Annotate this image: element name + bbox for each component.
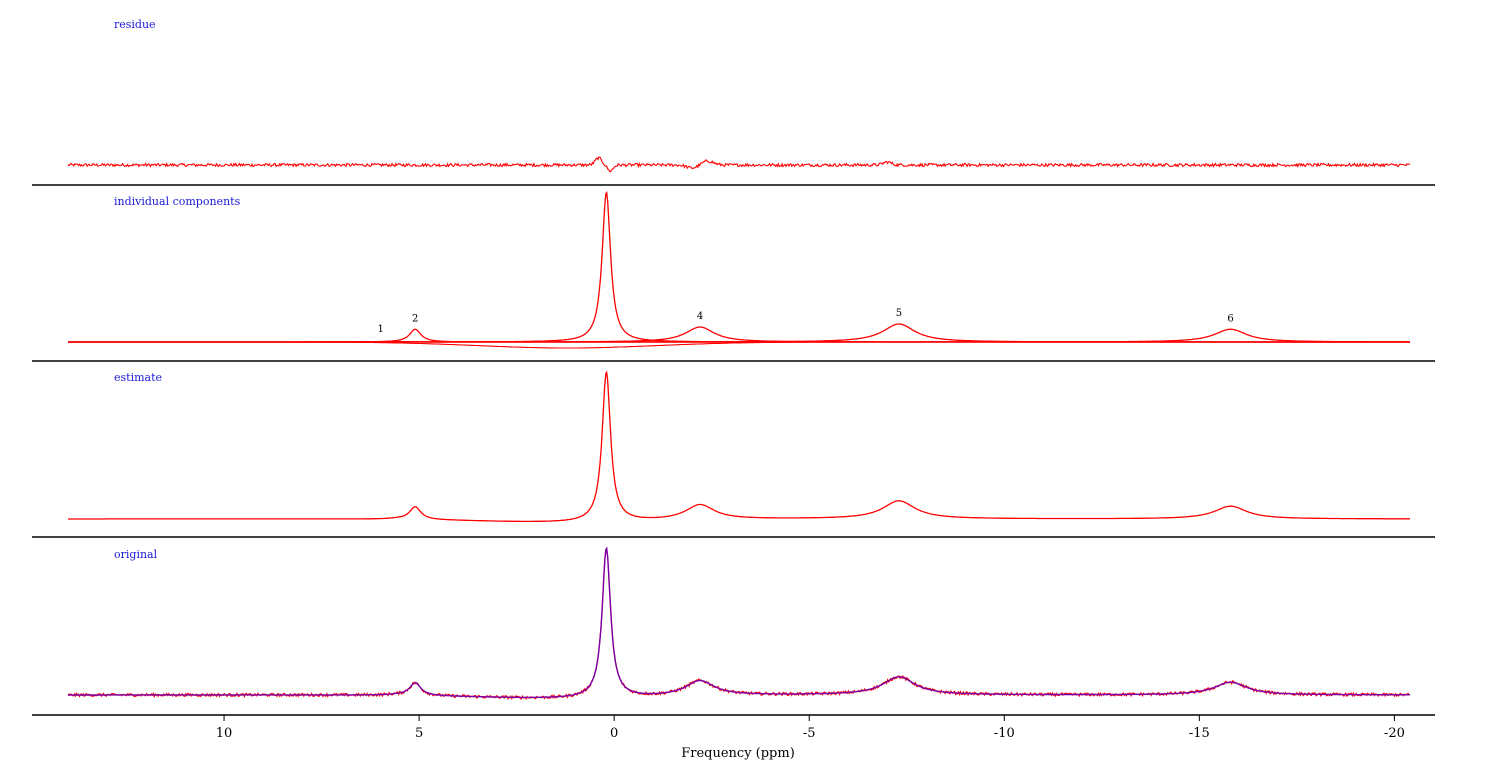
x-axis-ticks: 10 5 0 -5 -10 -15 -20 xyxy=(216,715,1405,741)
component-series-4 xyxy=(68,326,1410,343)
x-tick-label: -5 xyxy=(803,726,816,741)
x-tick-label: 0 xyxy=(610,726,618,741)
peak-label-6: 6 xyxy=(1227,313,1233,324)
series-layer xyxy=(67,156,1411,701)
x-axis-title: Frequency (ppm) xyxy=(681,746,795,761)
original-fit-series xyxy=(68,546,1410,699)
baseline-component-series xyxy=(68,341,1410,349)
panel-title-original: original xyxy=(114,548,158,561)
original-data-series xyxy=(67,547,1411,701)
estimate-series xyxy=(68,370,1410,523)
x-tick-label: 10 xyxy=(216,726,233,741)
panel-title-residue: residue xyxy=(114,18,156,31)
peak-label-1: 1 xyxy=(378,324,384,335)
x-tick-label: -15 xyxy=(1189,726,1210,741)
x-tick-label: -10 xyxy=(994,726,1015,741)
peak-label-4: 4 xyxy=(697,311,703,322)
peak-labels: 1 2 4 5 6 xyxy=(378,308,1234,335)
x-tick-label: 5 xyxy=(415,726,423,741)
component-series-3 xyxy=(68,190,1410,343)
peak-label-2: 2 xyxy=(412,313,418,324)
residue-series xyxy=(67,156,1410,173)
panel-title-components: individual components xyxy=(114,195,241,208)
peak-label-5: 5 xyxy=(896,308,902,319)
panel-title-estimate: estimate xyxy=(114,371,162,384)
x-tick-label: -20 xyxy=(1384,726,1405,741)
